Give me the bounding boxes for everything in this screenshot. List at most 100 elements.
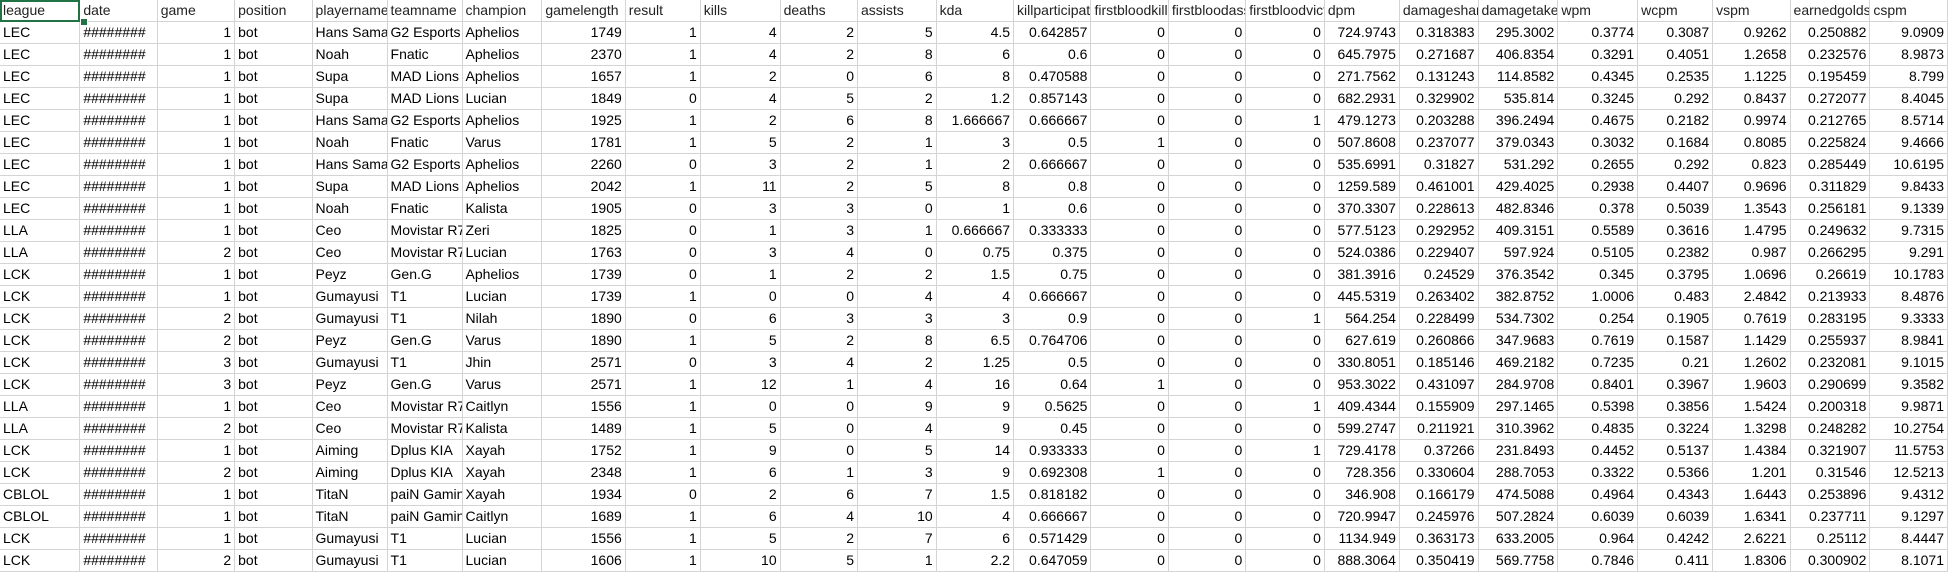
cell[interactable]: 1.201 [1712, 461, 1791, 484]
cell[interactable]: 2.2 [936, 549, 1015, 572]
cell[interactable]: 1.9603 [1712, 373, 1791, 396]
cell[interactable]: 0.3032 [1557, 131, 1639, 154]
cell[interactable]: 0 [1245, 131, 1325, 154]
cell[interactable]: ######## [79, 351, 158, 374]
cell[interactable]: 2 [157, 417, 236, 440]
cell[interactable]: MAD Lions [387, 87, 463, 110]
cell[interactable]: 2 [700, 109, 781, 132]
cell[interactable]: 1905 [541, 197, 626, 220]
cell[interactable]: 3 [700, 197, 781, 220]
cell[interactable]: Caitlyn [462, 395, 543, 418]
cell[interactable]: 0.987 [1712, 241, 1791, 264]
cell[interactable]: 0.378 [1557, 197, 1639, 220]
cell[interactable]: LEC [0, 131, 81, 154]
cell[interactable]: 0 [1090, 329, 1169, 352]
cell[interactable]: 0 [1090, 483, 1169, 506]
cell[interactable]: Kalista [462, 417, 543, 440]
cell[interactable]: 1749 [541, 21, 626, 44]
cell[interactable]: 3 [700, 153, 781, 176]
cell[interactable]: 347.9683 [1478, 329, 1559, 352]
cell[interactable]: 0 [1245, 87, 1325, 110]
cell[interactable]: 4 [780, 241, 859, 264]
cell[interactable]: 507.2824 [1478, 505, 1559, 528]
cell[interactable]: 1 [1245, 395, 1325, 418]
cell[interactable]: 9 [936, 417, 1015, 440]
cell[interactable]: 0 [1168, 197, 1247, 220]
cell[interactable]: 2571 [541, 351, 626, 374]
cell[interactable]: 1.666667 [936, 109, 1015, 132]
cell[interactable]: 0.411 [1637, 549, 1714, 572]
cell[interactable]: 9.291 [1869, 241, 1948, 264]
cell[interactable]: 0 [625, 197, 701, 220]
cell[interactable]: 0.21 [1637, 351, 1714, 374]
cell[interactable]: 1 [157, 439, 236, 462]
cell[interactable]: ######## [79, 65, 158, 88]
cell[interactable]: 564.254 [1324, 307, 1400, 330]
cell[interactable]: 5 [857, 21, 937, 44]
cell[interactable]: 16 [936, 373, 1015, 396]
cell[interactable]: 1 [857, 131, 937, 154]
cell[interactable]: 114.8582 [1478, 65, 1559, 88]
cell[interactable]: 479.1273 [1324, 109, 1400, 132]
cell[interactable]: 284.9708 [1478, 373, 1559, 396]
cell[interactable]: 1.6443 [1712, 483, 1791, 506]
cell[interactable]: 0 [625, 263, 701, 286]
cell[interactable]: 2 [700, 483, 781, 506]
cell[interactable]: ######## [79, 417, 158, 440]
cell[interactable]: Dplus KIA [387, 439, 463, 462]
cell[interactable]: bot [234, 219, 313, 242]
cell[interactable]: bot [234, 285, 313, 308]
cell[interactable]: 3 [780, 307, 859, 330]
cell[interactable]: 0.2382 [1637, 241, 1714, 264]
cell[interactable]: 0 [780, 285, 859, 308]
cell[interactable]: 3 [780, 219, 859, 242]
cell[interactable]: 0.470588 [1013, 65, 1092, 88]
cell[interactable]: 6 [857, 65, 937, 88]
cell[interactable]: Ceo [312, 241, 388, 264]
cell[interactable]: 12.5213 [1869, 461, 1948, 484]
cell[interactable]: 1606 [541, 549, 626, 572]
header-cell[interactable]: damagetakenperminute [1478, 0, 1559, 22]
cell[interactable]: Peyz [312, 373, 388, 396]
cell[interactable]: 0.283195 [1790, 307, 1871, 330]
cell[interactable]: LCK [0, 527, 81, 550]
cell[interactable]: Gumayusi [312, 549, 388, 572]
cell[interactable]: 0 [1168, 527, 1247, 550]
cell[interactable]: 0 [1245, 483, 1325, 506]
cell[interactable]: 4 [700, 21, 781, 44]
cell[interactable]: 0.45 [1013, 417, 1092, 440]
cell[interactable]: 1.25 [936, 351, 1015, 374]
cell[interactable]: 0.254 [1557, 307, 1639, 330]
cell[interactable]: 0.155909 [1399, 395, 1479, 418]
header-cell[interactable]: deaths [780, 0, 859, 22]
cell[interactable]: 14 [936, 439, 1015, 462]
cell[interactable]: 0.666667 [1013, 505, 1092, 528]
cell[interactable]: 1657 [541, 65, 626, 88]
cell[interactable]: 0.4835 [1557, 417, 1639, 440]
cell[interactable]: 0 [1245, 417, 1325, 440]
cell[interactable]: 1.2 [936, 87, 1015, 110]
cell[interactable]: ######## [79, 219, 158, 242]
cell[interactable]: 0.245976 [1399, 505, 1479, 528]
cell[interactable]: 0 [1245, 285, 1325, 308]
cell[interactable]: 8.5714 [1869, 109, 1948, 132]
header-cell[interactable]: assists [857, 0, 937, 22]
cell[interactable]: LEC [0, 43, 81, 66]
cell[interactable]: 1259.589 [1324, 175, 1400, 198]
cell[interactable]: 0.6 [1013, 197, 1092, 220]
cell[interactable]: 3 [700, 241, 781, 264]
cell[interactable]: 469.2182 [1478, 351, 1559, 374]
cell[interactable]: 8 [857, 43, 937, 66]
cell[interactable]: 0 [1245, 505, 1325, 528]
cell[interactable]: 0 [780, 65, 859, 88]
cell[interactable]: 2 [157, 461, 236, 484]
header-cell[interactable]: league [0, 0, 81, 22]
cell[interactable]: 0.229407 [1399, 241, 1479, 264]
cell[interactable]: 569.7758 [1478, 549, 1559, 572]
cell[interactable]: 1 [857, 153, 937, 176]
header-cell[interactable]: champion [462, 0, 543, 22]
cell[interactable]: 3 [780, 197, 859, 220]
cell[interactable]: bot [234, 109, 313, 132]
cell[interactable]: 1 [936, 197, 1015, 220]
cell[interactable]: 376.3542 [1478, 263, 1559, 286]
